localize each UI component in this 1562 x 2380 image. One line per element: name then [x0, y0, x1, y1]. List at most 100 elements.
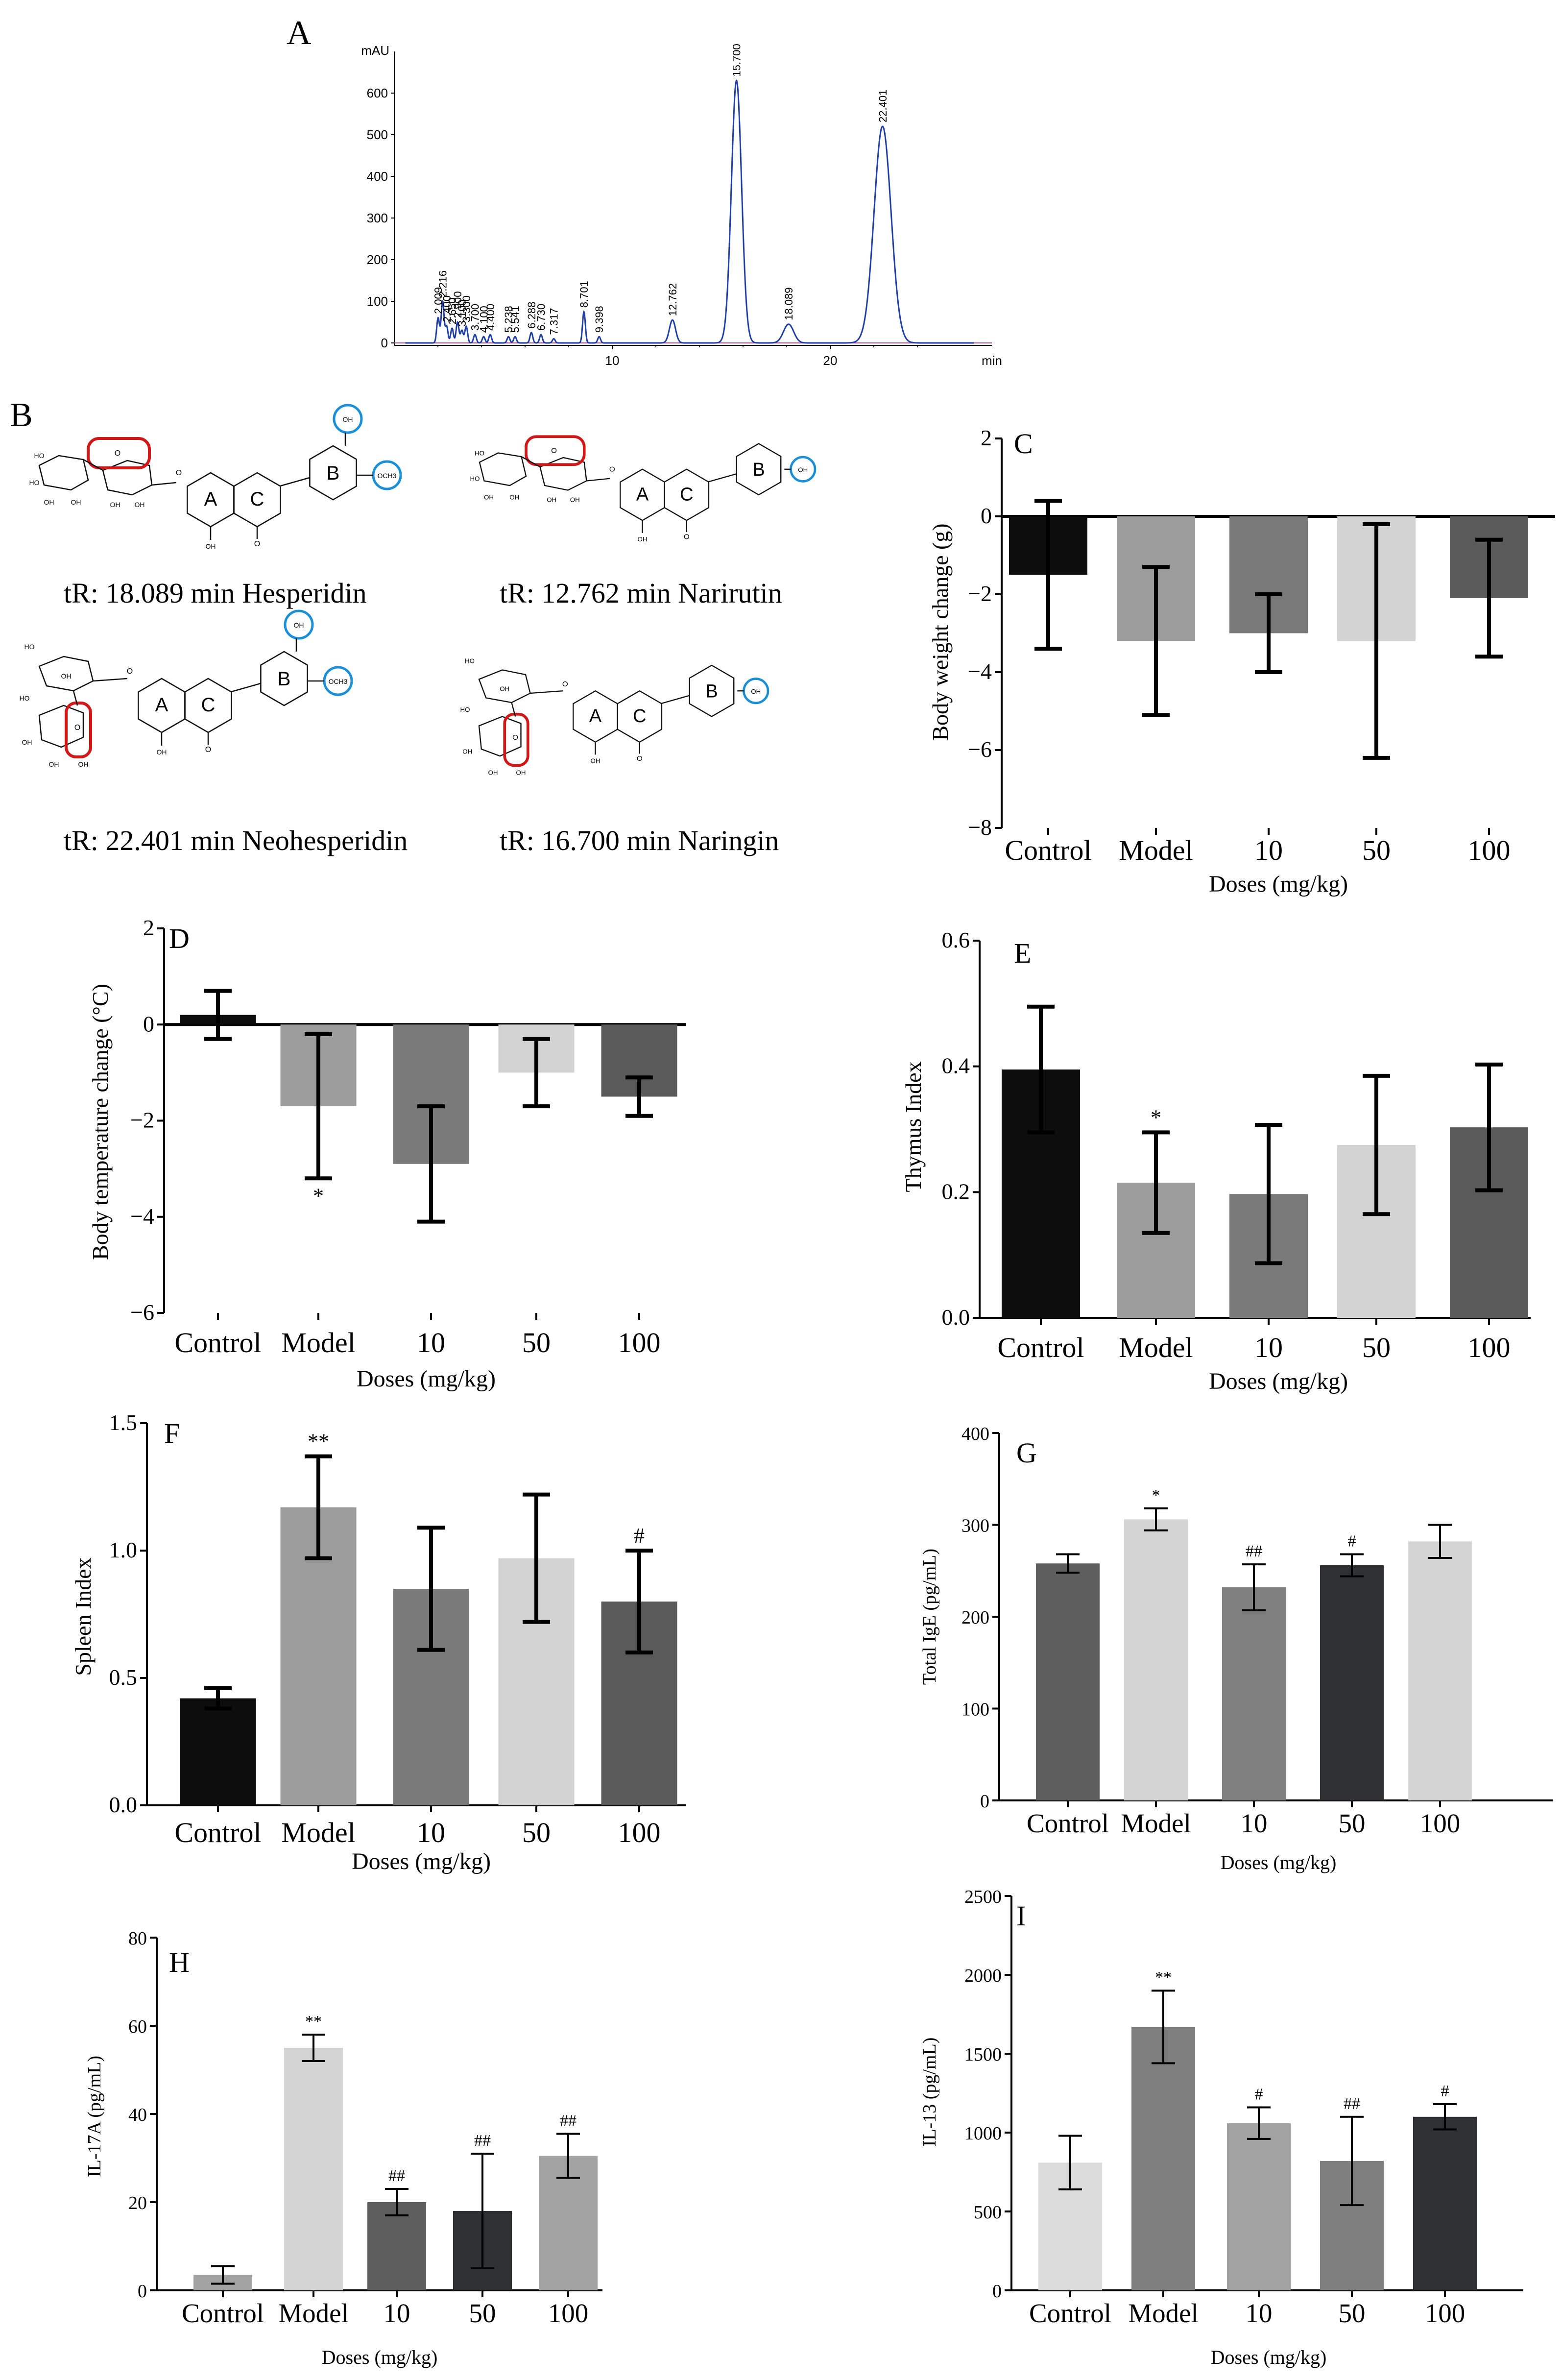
hydroxyl-label: HO: [470, 475, 480, 483]
category-label: Model: [278, 2298, 349, 2328]
peak-label: 9.398: [593, 306, 605, 333]
y-tick-label: 0: [992, 2281, 1002, 2302]
x-axis-title: Doses (mg/kg): [1221, 1851, 1337, 1873]
category-label: Control: [997, 1332, 1084, 1363]
chromatogram-trace: [405, 79, 974, 344]
il13-chart: I 0 500 1000 1500 2000 2500 IL-13 (pg/mL) Contro…: [919, 1887, 1523, 2368]
hydroxyl-label: OH: [798, 466, 808, 473]
category-label: 50: [1339, 2298, 1366, 2328]
panel-label-b: B: [10, 396, 33, 434]
hydroxyl-label: OH: [157, 748, 167, 756]
y-tick-label: 2: [981, 425, 992, 450]
structure-caption: tR: 12.762 min Narirutin: [500, 577, 782, 609]
category-label: Model: [281, 1327, 355, 1359]
y-axis-title: Body weight change (g): [928, 523, 953, 740]
peak-label: 4.100: [478, 306, 490, 333]
category-label: 100: [1468, 834, 1511, 866]
category-label: 10: [417, 1327, 445, 1359]
x-tick-label: 20: [823, 353, 838, 368]
y-tick-label: 1500: [964, 2044, 1002, 2065]
y-tick-label: 1.0: [109, 1537, 138, 1562]
hydroxyl-label: OH: [294, 621, 304, 629]
glycosidic-bond: [521, 456, 541, 468]
peak-label: 5.541: [509, 306, 522, 333]
bond: [530, 690, 563, 694]
bar-10: [1222, 1587, 1286, 1800]
bond: [151, 482, 177, 486]
y-tick-label: 0.6: [942, 927, 970, 952]
category-label: 50: [522, 1817, 551, 1848]
sugar-ring-2: [478, 716, 522, 757]
methoxy-label: OCH3: [329, 678, 348, 685]
category-label: 100: [618, 1817, 661, 1848]
category-label: Control: [174, 1327, 261, 1359]
body-weight-chart: C −8 −6 −4 −2 0 2 Body weight change (g) Control…: [928, 425, 1555, 897]
y-axis-title: IL-13 (pg/mL): [919, 2038, 940, 2147]
significance-mark: **: [308, 1430, 329, 1454]
category-label: 10: [1254, 1332, 1283, 1363]
glycosidic-bond: [511, 702, 516, 717]
category-label: 10: [1254, 834, 1283, 866]
category-label: Model: [1128, 2298, 1199, 2328]
y-tick-label: 0.2: [942, 1179, 970, 1204]
significance-mark: #: [634, 1524, 645, 1548]
sugar-ring-1: [479, 452, 527, 486]
hydroxyl-label: OH: [61, 672, 72, 680]
x-axis-title: Doses (mg/kg): [322, 2346, 438, 2368]
ring-oxygen-label: O: [512, 733, 518, 742]
ether-oxygen-label: O: [127, 667, 133, 676]
y-tick-label: −2: [968, 581, 992, 606]
category-label: Model: [281, 1817, 355, 1848]
y-tick-label: −6: [130, 1300, 154, 1325]
x-tick-label: 10: [605, 353, 620, 368]
thymus-index-chart: E 0.0 0.2 0.4 0.6 Thymus Index Control * Model 10…: [901, 927, 1531, 1394]
y-tick-label: 2500: [964, 1887, 1002, 1907]
y-tick-label: 400: [367, 169, 388, 184]
peak-label: 3.300: [460, 295, 473, 322]
x-axis-title: Doses (mg/kg): [357, 1366, 496, 1392]
spleen-index-chart: F 0.0 0.5 1.0 1.5 Spleen Index Control ** Model 1…: [71, 1410, 686, 1874]
ring-oxygen-label: O: [551, 447, 557, 455]
hydroxyl-label: OH: [71, 498, 81, 506]
glycosidic-link-box: [503, 712, 529, 767]
peak-label: 2.400: [441, 295, 453, 322]
structure-caption: tR: 18.089 min Hesperidin: [64, 577, 367, 609]
peak-label: 3.100: [456, 299, 468, 326]
category-label: 50: [1362, 1332, 1391, 1363]
ring-label: C: [633, 706, 646, 727]
peak-label: 2.216: [437, 270, 449, 297]
y-axis-title: IL-17A (pg/mL): [84, 2056, 105, 2177]
significance-mark: ##: [1246, 1542, 1262, 1560]
sugar-ring-2: [38, 704, 84, 748]
y-tick-label: 500: [367, 127, 388, 142]
bar-100: [1408, 1541, 1472, 1800]
ring-label: C: [201, 694, 216, 716]
glycosidic-link-box: [65, 702, 92, 758]
x-axis-title: Doses (mg/kg): [1209, 871, 1348, 897]
significance-mark: #: [1348, 1532, 1356, 1551]
total-ige-chart: G 0 100 200 300 400 Total IgE (pg/mL) Control * M…: [919, 1424, 1553, 1873]
hydroxyl-label: OH: [343, 415, 353, 423]
significance-mark: ##: [388, 2167, 405, 2185]
hydroxyl-label: HO: [460, 706, 470, 713]
category-label: 10: [384, 2298, 410, 2328]
x-axis-title: Doses (mg/kg): [352, 1848, 491, 1874]
category-label: Model: [1119, 1332, 1193, 1363]
y-tick-label: 0: [138, 2281, 147, 2302]
y-tick-label: 1.5: [109, 1410, 138, 1435]
glycosidic-link-box: [87, 437, 151, 469]
significance-mark: *: [1151, 1105, 1161, 1129]
bond: [93, 678, 128, 682]
panel-label-a: A: [287, 14, 312, 52]
bar-model: [284, 2048, 343, 2290]
peak-label: 5.238: [503, 306, 515, 333]
y-axis-unit: mAU: [361, 43, 389, 58]
ring-label: A: [589, 706, 602, 727]
y-tick-label: −8: [968, 815, 992, 840]
significance-mark: **: [305, 2013, 322, 2031]
y-tick-label: −2: [130, 1108, 154, 1133]
panel-label-g: G: [1016, 1437, 1037, 1469]
hydroxyl-label: HO: [29, 479, 40, 486]
bar-100: [1413, 2116, 1477, 2290]
